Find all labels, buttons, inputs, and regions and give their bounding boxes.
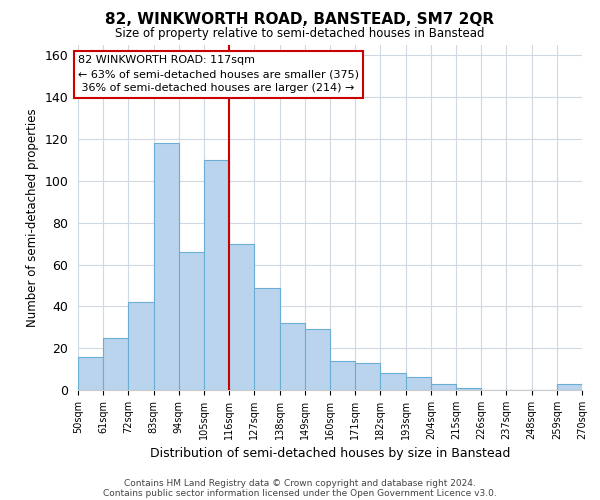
Text: Contains public sector information licensed under the Open Government Licence v3: Contains public sector information licen… [103,488,497,498]
Bar [229,244,254,390]
Bar [305,330,330,390]
Bar [78,356,103,390]
Bar [179,252,204,390]
Bar [557,384,582,390]
Bar [154,144,179,390]
Bar [103,338,128,390]
Bar [280,323,305,390]
Text: 82, WINKWORTH ROAD, BANSTEAD, SM7 2QR: 82, WINKWORTH ROAD, BANSTEAD, SM7 2QR [106,12,494,28]
Bar [406,378,431,390]
Text: 82 WINKWORTH ROAD: 117sqm
← 63% of semi-detached houses are smaller (375)
 36% o: 82 WINKWORTH ROAD: 117sqm ← 63% of semi-… [78,56,359,94]
Bar [380,374,406,390]
X-axis label: Distribution of semi-detached houses by size in Banstead: Distribution of semi-detached houses by … [150,448,510,460]
Bar [330,360,355,390]
Bar [128,302,154,390]
Bar [204,160,229,390]
Bar [355,363,380,390]
Bar [456,388,481,390]
Text: Contains HM Land Registry data © Crown copyright and database right 2024.: Contains HM Land Registry data © Crown c… [124,478,476,488]
Text: Size of property relative to semi-detached houses in Banstead: Size of property relative to semi-detach… [115,28,485,40]
Bar [431,384,456,390]
Bar [254,288,280,390]
Y-axis label: Number of semi-detached properties: Number of semi-detached properties [26,108,39,327]
